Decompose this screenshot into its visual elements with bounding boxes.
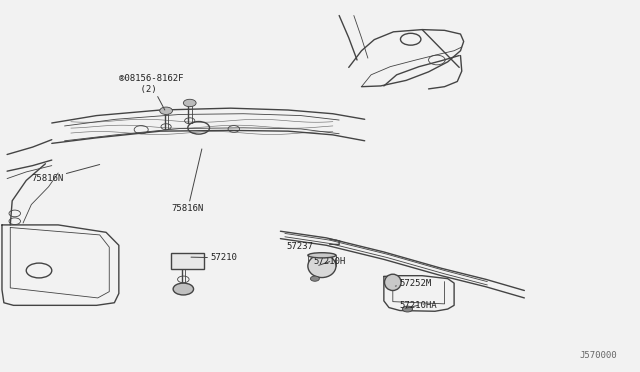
Text: 57237: 57237 [286,241,315,253]
Text: 57210H: 57210H [314,257,346,266]
Ellipse shape [308,253,336,258]
Circle shape [310,276,319,281]
Circle shape [173,283,193,295]
Text: 75816N: 75816N [31,164,100,183]
Ellipse shape [385,274,401,291]
FancyBboxPatch shape [171,253,204,269]
Text: 75816N: 75816N [172,149,204,213]
Circle shape [160,107,173,115]
Text: 57210HA: 57210HA [399,301,437,310]
Text: ®08156-8162F
    (2): ®08156-8162F (2) [119,74,183,110]
Text: 57252M: 57252M [396,279,431,288]
Text: J570000: J570000 [579,351,617,360]
Circle shape [183,99,196,107]
Circle shape [403,306,413,312]
Ellipse shape [308,254,336,278]
Text: 57210: 57210 [191,253,237,262]
